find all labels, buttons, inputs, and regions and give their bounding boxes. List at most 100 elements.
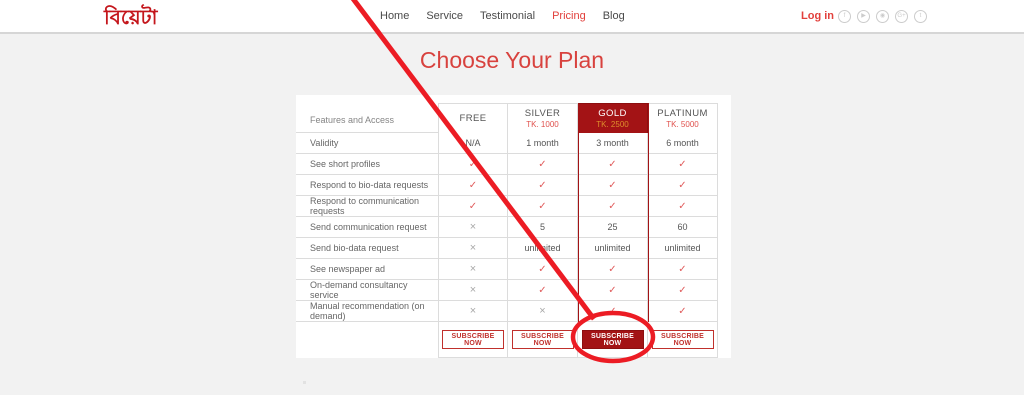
pricing-card: Features and Access FREE SILVER TK. 1000 GOL… [296,95,731,384]
site-logo[interactable]: বিয়েটা [104,7,158,29]
nav-item-home[interactable]: Home [380,10,410,22]
cta-cell: SUBSCRIBE NOW [648,322,718,358]
plan-value-cell: ✓ [648,280,718,301]
plan-value-cell: ✓ [578,196,648,217]
feature-label: Manual recommendation (on demand) [296,301,438,322]
google-plus-icon[interactable]: G+ [895,10,908,23]
check-icon: ✓ [678,284,687,296]
plan-value-cell: ✓ [578,175,648,196]
check-icon: ✓ [678,158,687,170]
main-nav: Home Service Testimonial Pricing Blog [380,0,625,32]
plan-value-cell: unlimited [648,238,718,259]
plan-value-cell: ✓ [578,154,648,175]
cross-icon: × [469,263,477,275]
plan-value-cell: ✓ [438,154,508,175]
cross-icon: × [539,305,546,317]
subscribe-button-silver[interactable]: SUBSCRIBE NOW [511,330,574,349]
plan-value-cell: ✓ [578,301,648,322]
plan-price: TK. 1000 [526,120,559,129]
plan-value-cell: × [438,301,508,322]
plan-value-cell: 60 [648,217,718,238]
plan-value-cell: ✓ [508,196,578,217]
plan-value-cell: unlimited [578,238,648,259]
plan-value-cell: ✓ [508,280,578,301]
content-area: Choose Your Plan Features and Access FREE… [0,34,1024,395]
feature-label: See short profiles [296,154,438,175]
plan-value-cell: 3 month [578,133,648,154]
cta-cell: SUBSCRIBE NOW [438,322,508,358]
plan-value-cell: ✓ [648,259,718,280]
plan-value-cell: × [438,259,508,280]
plan-header-inner: PLATINUM TK. 5000 [648,103,718,133]
cross-icon: × [469,284,477,296]
plan-name: GOLD [598,108,627,119]
plan-value-cell: × [438,217,508,238]
plan-value-cell: ✓ [578,280,648,301]
plan-value-cell: 6 month [648,133,718,154]
nav-item-service[interactable]: Service [426,10,464,22]
nav-item-blog[interactable]: Blog [602,10,625,22]
plan-value-cell: ✓ [508,175,578,196]
plan-value-cell: ✓ [508,259,578,280]
check-icon: ✓ [468,200,478,212]
plan-header-free: FREE [438,95,508,133]
check-icon: ✓ [538,284,547,296]
plan-price: TK. 5000 [666,120,699,129]
feature-label: Respond to bio-data requests [296,175,438,196]
subscribe-button-platinum[interactable]: SUBSCRIBE NOW [651,330,714,349]
plan-value-cell: 5 [508,217,578,238]
plan-value-cell: ✓ [508,154,578,175]
plan-name: SILVER [524,108,561,119]
check-icon: ✓ [538,179,547,191]
cross-icon: × [469,305,477,317]
plan-header-inner: FREE [438,103,508,133]
plan-value-cell: ✓ [438,175,508,196]
plan-value-cell: 1 month [508,133,578,154]
check-icon: ✓ [608,200,617,212]
check-icon: ✓ [538,263,547,275]
check-icon: ✓ [538,158,547,170]
feature-label: Respond to communication requests [296,196,438,217]
plan-value-cell: ✓ [648,154,718,175]
footnote-dot [303,381,306,384]
plan-value-cell: × [438,280,508,301]
plan-price: TK. 2500 [596,120,629,129]
check-icon: ✓ [608,179,617,191]
feature-label: Send bio-data request [296,238,438,259]
plan-header-gold: GOLD TK. 2500 [578,95,648,133]
facebook-icon[interactable]: f [838,10,851,23]
check-icon: ✓ [608,305,617,317]
check-icon: ✓ [678,305,687,317]
plan-header-inner: GOLD TK. 2500 [578,103,648,133]
nav-item-testimonial[interactable]: Testimonial [480,10,536,22]
plan-header-platinum: PLATINUM TK. 5000 [648,95,718,133]
plan-name: FREE [459,113,487,124]
cta-cell: SUBSCRIBE NOW [578,322,648,358]
instagram-icon[interactable]: ◉ [876,10,889,23]
features-footer-cell [296,322,438,358]
cross-icon: × [469,221,477,233]
youtube-icon[interactable]: ▶ [857,10,870,23]
plan-value-cell: × [508,301,578,322]
plan-header-inner: SILVER TK. 1000 [508,103,578,133]
plan-value-cell: ✓ [648,175,718,196]
top-navigation-bar: বিয়েটা Home Service Testimonial Pricing Blo… [0,0,1024,34]
page-title: Choose Your Plan [419,47,605,73]
subscribe-button-free[interactable]: SUBSCRIBE NOW [442,330,504,349]
check-icon: ✓ [538,200,547,212]
check-icon: ✓ [608,263,617,275]
plan-value-cell: ✓ [578,259,648,280]
plan-value-cell: N/A [438,133,508,154]
social-icons: f ▶ ◉ G+ t [838,10,927,23]
plan-value-cell: ✓ [438,196,508,217]
check-icon: ✓ [468,158,478,170]
twitter-icon[interactable]: t [914,10,927,23]
login-link[interactable]: Log in [801,10,834,22]
plan-header-silver: SILVER TK. 1000 [508,95,578,133]
feature-label: On-demand consultancy service [296,280,438,301]
plan-value-cell: ✓ [648,301,718,322]
features-header: Features and Access [296,95,438,133]
nav-item-pricing[interactable]: Pricing [552,10,586,22]
subscribe-button-gold[interactable]: SUBSCRIBE NOW [581,330,644,349]
feature-label: Send communication request [296,217,438,238]
